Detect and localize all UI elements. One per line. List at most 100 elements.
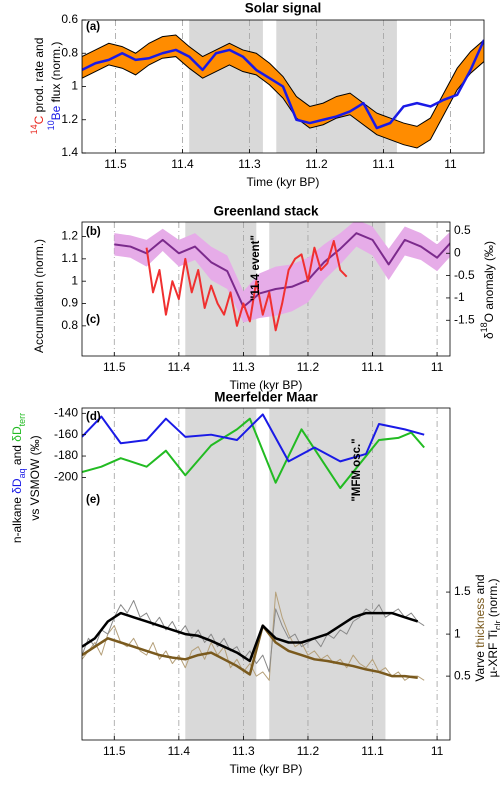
x-tick-label: 11.3 [238,157,261,171]
chart-title: Greenland stack [213,204,319,219]
axis-label-part: Varve [473,648,487,682]
annotation: (e) [86,494,100,506]
y-tick-label: -180 [54,448,78,462]
y2-axis-label: δ18O anomaly (‰) [479,241,496,339]
axis-label-part: 14 [29,124,39,134]
annotation: (c) [86,314,100,326]
x-tick-label: 11 [431,744,444,758]
y2-tick-label: 0.5 [454,668,471,682]
uncertainty-band [114,222,450,323]
axis-label-part: prod. rate and [32,38,46,116]
axis-label-part: and [473,574,487,597]
axis-label-part: flux (norm.) [49,42,63,106]
y-tick-label: 0.9 [61,296,78,310]
axis-label-part: clr [493,620,500,630]
annotation: "11.4 event" [250,235,262,301]
chart-title: Solar signal [245,1,322,16]
x-tick-label: 11.5 [103,744,126,758]
x-tick-label: 11.3 [232,360,255,374]
x-tick-label: 11 [431,360,444,374]
annotation: (d) [86,411,101,423]
y2-tick-label: 1.5 [454,584,471,598]
axis-label-part: 10 [46,120,56,130]
x-tick-label: 11.4 [168,744,191,758]
y-tick-label: 1.1 [61,251,78,265]
annotation: (b) [86,226,101,238]
axis-label-part: terr [17,413,27,427]
y-tick-label: 1.2 [61,229,78,243]
data-line [82,624,418,680]
axis-label-part: vs VSMOW (‰) [28,435,42,520]
annotation: "MFM osc." [351,438,363,501]
plot-area [82,408,438,740]
data-line [82,39,484,130]
y-tick-label: 1.2 [61,112,78,126]
plot-area [82,20,484,153]
y2-axis-label: µ-XRF Ticlr (norm.) [486,578,500,677]
y2-axis-label: Varve thickness and [473,574,487,681]
axis-label-part: µ-XRF Ti [486,630,500,678]
x-tick-label: 11.3 [232,744,255,758]
axis-label-part: 18 [479,322,489,332]
data-line [82,611,419,663]
y2-tick-label: 0 [454,245,461,259]
y2-tick-label: 0.5 [454,223,471,237]
y-tick-label: 1 [71,79,78,93]
y2-tick-label: -1.5 [454,312,475,326]
y2-tick-label: 1 [454,626,461,640]
y-tick-label: 0.8 [61,318,78,332]
y-tick-label: 0.6 [61,12,78,26]
x-tick-label: 11.1 [361,744,384,758]
y-axis-label: 10Be flux (norm.) [46,42,63,131]
y-tick-label: -200 [54,470,78,484]
axis-label-part: thickness [473,598,487,648]
axis-label-part: aq [17,468,27,478]
axis-label-part: δD [10,478,24,494]
data-line [114,232,450,308]
x-tick-label: 11.1 [372,157,395,171]
data-line [82,413,425,463]
y-axis-label: vs VSMOW (‰) [28,435,42,520]
axis-label-part: Be [49,105,63,120]
uncertainty-band [82,34,484,149]
axes-frame [81,221,451,357]
shaded-interval [269,408,386,740]
x-tick-label: 11.4 [171,157,194,171]
y2-tick-label: -1 [454,290,465,304]
data-line [145,239,348,332]
y-axis-label: Accumulation (norm.) [32,239,46,353]
y-axis-label: 14C prod. rate and [29,38,46,135]
x-axis-label: Time (kyr BP) [230,378,303,392]
y-tick-label: 1.4 [61,145,78,159]
x-tick-label: 11.2 [297,744,320,758]
axis-label-part: O anomaly (‰) [482,241,496,322]
x-axis-label: Time (kyr BP) [247,175,320,189]
x-tick-label: 11.5 [104,157,127,171]
y-tick-label: -160 [54,427,78,441]
x-tick-label: 11.5 [103,360,126,374]
axis-label-part: δD [10,426,24,442]
x-tick-label: 11.4 [168,360,191,374]
y-tick-label: 1 [71,273,78,287]
shaded-interval [189,20,263,153]
x-axis-label: Time (kyr BP) [230,762,303,776]
axis-label-part: δ [482,332,496,339]
axes-frame [81,407,451,741]
x-tick-label: 11 [444,157,457,171]
y-tick-label: 0.8 [61,45,78,59]
data-line [82,417,425,490]
y-tick-label: -140 [54,406,78,420]
plot-area [113,222,450,356]
axis-label-part: (norm.) [486,578,500,620]
shaded-interval [185,408,257,740]
data-line [82,599,425,673]
axis-label-part: Accumulation (norm.) [32,239,46,353]
annotation: (a) [86,21,100,33]
x-tick-label: 11.2 [297,360,320,374]
y2-tick-label: -0.5 [454,268,475,282]
y-axis-label: n-alkane δDaq and δDterr [10,413,27,543]
axis-label-part: n-alkane [10,494,24,543]
axis-label-part: and [10,442,24,469]
axis-label-part: C [32,115,46,124]
